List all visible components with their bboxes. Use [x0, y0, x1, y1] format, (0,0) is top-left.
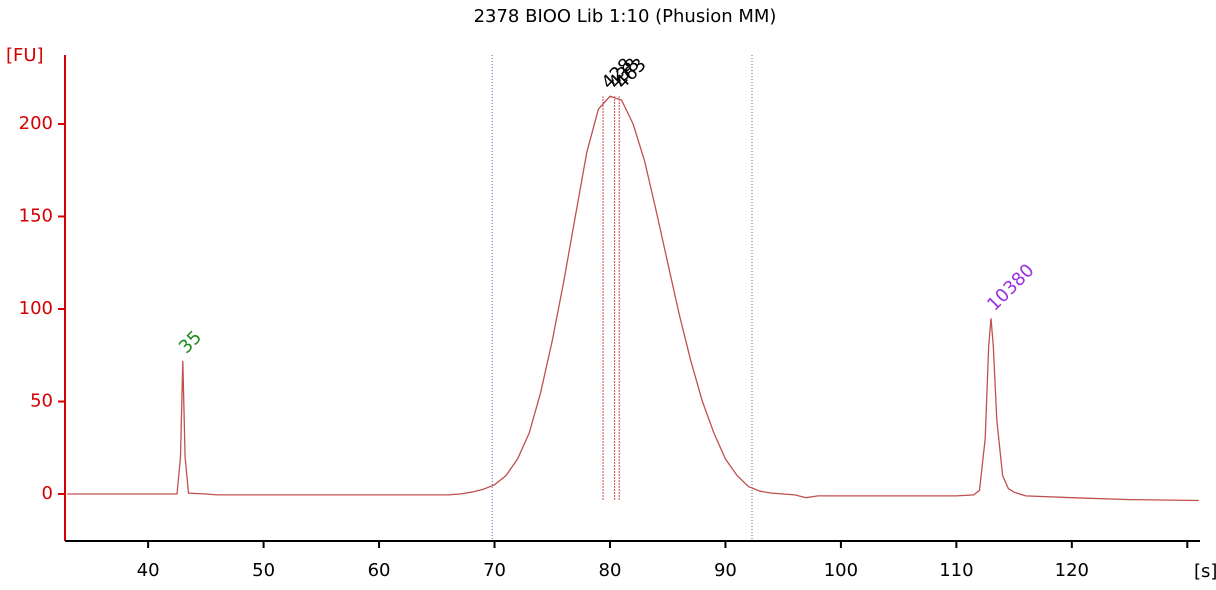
x-tick-label: 40	[137, 560, 160, 581]
x-tick-label: 110	[939, 560, 973, 581]
trace	[67, 95, 1199, 502]
x-tick-label: 50	[252, 560, 275, 581]
peak-label: 10380	[983, 260, 1038, 315]
x-tick-label: 120	[1055, 560, 1089, 581]
x-tick-label: 70	[483, 560, 506, 581]
y-axis-label: [FU]	[6, 45, 44, 66]
x-tick-label: 90	[714, 560, 737, 581]
x-tick-label: 100	[824, 560, 858, 581]
y-tick-label: 200	[19, 113, 53, 134]
x-tick-label: 60	[368, 560, 391, 581]
peak-label: 35	[175, 327, 206, 358]
y-tick-label: 50	[30, 391, 53, 412]
y-tick-label: 0	[42, 483, 53, 504]
y-tick-label: 100	[19, 298, 53, 319]
chart-title: 2378 BIOO Lib 1:10 (Phusion MM)	[474, 6, 777, 27]
x-axis-label: [s]	[1194, 561, 1216, 582]
x-tick-label: 80	[599, 560, 622, 581]
y-tick-label: 150	[19, 206, 53, 227]
